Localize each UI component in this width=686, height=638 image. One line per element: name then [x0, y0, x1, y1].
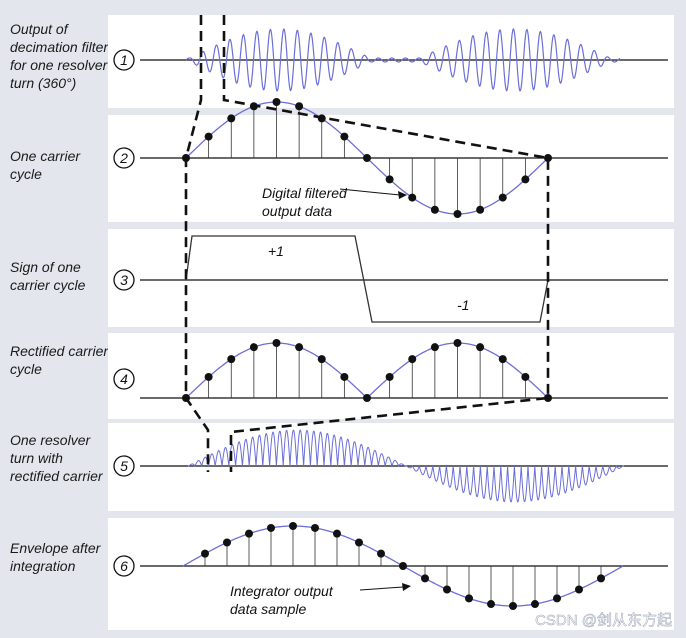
integrator-label-line1: Integrator output	[230, 583, 334, 599]
envelope-sample-dot	[245, 529, 253, 538]
row6-label: Envelope after integration	[10, 540, 101, 574]
panel-6	[108, 518, 674, 630]
digital-filtered-arrow-line	[339, 188, 401, 196]
rectified-sample-dot	[204, 372, 213, 381]
carrier-sample-dot	[521, 175, 530, 184]
envelope-sample-dot	[553, 594, 561, 603]
panel-1	[108, 15, 674, 108]
envelope-sample-dot	[377, 549, 385, 558]
digital-filtered-arrowhead	[398, 191, 407, 199]
envelope-sample-dot	[223, 538, 231, 547]
carrier-sample-dot	[363, 154, 371, 162]
envelope-sample-dot	[399, 562, 407, 570]
panel-2	[108, 115, 674, 222]
minus-one-label: -1	[457, 297, 469, 313]
rectified-sample-dot	[385, 372, 394, 381]
carrier-sample-dot	[476, 205, 485, 214]
row-4-number: 4	[120, 371, 128, 387]
resolver-turn-rectified-wave	[187, 429, 625, 503]
integrator-arrow-line	[359, 586, 404, 591]
envelope-sample-dot	[487, 600, 495, 609]
envelope-sample-dot	[311, 523, 319, 532]
envelope-sample-dot	[421, 574, 429, 583]
rectified-sample-dot	[295, 343, 304, 352]
carrier-sample-dot	[204, 132, 213, 141]
plus-one-label: +1	[268, 243, 284, 259]
row-4-badge	[113, 368, 135, 390]
row2-label: One carrier cycle	[10, 148, 81, 182]
carrier-sample-dot	[453, 210, 462, 218]
rectified-sample-dot	[249, 343, 258, 352]
envelope-sample-dot	[509, 602, 517, 610]
row-5-number: 5	[120, 458, 128, 474]
panel-3	[108, 229, 674, 327]
rectified-sample-dot	[453, 339, 462, 347]
row-3-badge	[113, 269, 135, 291]
rectified-sample-dot	[476, 343, 485, 352]
carrier-sample-dot	[340, 132, 349, 141]
envelope-sample-dot	[597, 574, 605, 583]
integrator-arrowhead	[402, 583, 411, 591]
panel-5	[108, 423, 674, 511]
rectified-sample-dot	[363, 394, 371, 402]
row-1-badge	[113, 49, 135, 71]
envelope-sample-dot	[443, 585, 451, 594]
rectified-sample-dot	[498, 355, 507, 364]
row5-label: One resolver turn with rectified carrier	[10, 432, 103, 484]
row-3-number: 3	[120, 272, 128, 288]
carrier-sample-dot	[544, 154, 552, 162]
row-6-badge	[113, 555, 135, 577]
carrier-sample-dot	[498, 193, 507, 202]
envelope-sample-dot	[531, 600, 539, 609]
integrator-label-line2: data sample	[230, 601, 306, 617]
rectified-sample-dot	[227, 355, 236, 364]
row-2-badge	[113, 147, 135, 169]
zoom-guide-2	[222, 15, 550, 472]
envelope-sample-dot	[465, 594, 473, 603]
zoom-guide-1	[184, 15, 210, 472]
rectified-sample-dot	[272, 339, 281, 347]
sign-waveform	[185, 235, 549, 323]
carrier-sample-dot	[272, 98, 281, 106]
digital-filtered-label-line1: Digital filtered	[262, 185, 348, 201]
rectified-sample-dot	[430, 343, 439, 352]
carrier-sample-dot	[408, 193, 417, 202]
carrier-sample-dot	[295, 102, 304, 111]
carrier-sample-dot	[227, 114, 236, 123]
envelope-sample-dot	[289, 522, 297, 530]
row3-label: Sign of one carrier cycle	[10, 259, 86, 293]
envelope-sample-dot	[201, 549, 209, 558]
carrier-sample-dot	[385, 175, 394, 184]
row-5-badge	[113, 455, 135, 477]
row4-label: Rectified carrier cycle	[10, 343, 109, 377]
row-1-number: 1	[120, 52, 128, 68]
envelope-sample-dot	[267, 523, 275, 532]
carrier-sample-dot	[430, 205, 439, 214]
decimation-output-wave	[185, 28, 621, 92]
rectified-sample-dot	[317, 355, 326, 364]
envelope-sample-dot	[355, 538, 363, 547]
rectified-sample-dot	[408, 355, 417, 364]
envelope-sample-dot	[575, 585, 583, 594]
row1-label: Output of decimation filter for one reso…	[10, 21, 109, 91]
rectified-sample-dot	[340, 372, 349, 381]
rectified-sample-dot	[521, 372, 530, 381]
watermark-text: CSDN @剑从东方起	[535, 612, 672, 629]
digital-filtered-label-line2: output data	[262, 203, 332, 219]
row-2-number: 2	[119, 150, 128, 166]
row-6-number: 6	[120, 558, 128, 574]
rectified-sample-dot	[544, 394, 552, 402]
envelope-sample-dot	[333, 529, 341, 538]
